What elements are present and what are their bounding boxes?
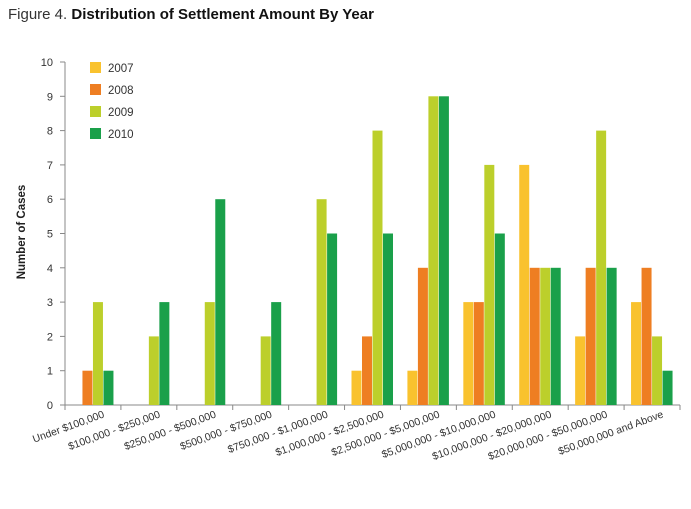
bar-2007: [575, 336, 586, 405]
bar-2009: [428, 96, 439, 406]
y-tick-label: 9: [47, 91, 53, 103]
y-axis-label: Number of Cases: [16, 185, 28, 280]
bar-2010: [327, 233, 338, 405]
bar-2008: [585, 267, 596, 405]
y-tick-label: 3: [47, 297, 53, 309]
bars-group: [82, 96, 673, 406]
x-tick-label: $50,000,000 and Above: [557, 408, 666, 457]
figure-title: Figure 4. Distribution of Settlement Amo…: [8, 6, 374, 23]
y-tick-label: 8: [47, 126, 53, 138]
bar-2009: [92, 302, 103, 405]
y-tick-label: 0: [47, 400, 53, 412]
bar-2009: [204, 302, 215, 405]
y-tick-label: 7: [47, 160, 53, 172]
bar-2010: [550, 267, 561, 405]
legend-label-2008: 2008: [108, 85, 134, 97]
legend: 2007 2008 2009 2010: [90, 62, 134, 141]
bar-2009: [540, 267, 551, 405]
figure-number: Figure 4.: [8, 6, 68, 23]
bar-2007: [519, 164, 530, 405]
bar-2007: [351, 370, 362, 405]
legend-swatch-2008: [90, 84, 101, 95]
legend-label-2007: 2007: [108, 63, 134, 75]
bar-2010: [215, 199, 226, 405]
y-tick-label: 1: [47, 366, 53, 378]
bar-2010: [103, 370, 114, 405]
y-tick-label: 6: [47, 194, 53, 206]
bar-2009: [596, 130, 607, 405]
bar-2010: [494, 233, 505, 405]
bar-2008: [529, 267, 540, 405]
bar-2008: [417, 267, 428, 405]
y-tick-label: 4: [47, 263, 53, 275]
legend-label-2009: 2009: [108, 107, 134, 119]
bar-2010: [271, 302, 282, 405]
bar-2009: [484, 164, 495, 405]
bar-2008: [473, 302, 484, 405]
bar-2010: [438, 96, 449, 406]
bar-2007: [407, 370, 418, 405]
bar-2010: [159, 302, 170, 405]
bar-2007: [631, 302, 642, 405]
bar-2007: [463, 302, 474, 405]
y-tick-label: 5: [47, 229, 53, 241]
bar-2008: [641, 267, 652, 405]
bar-2010: [606, 267, 617, 405]
bar-2008: [82, 370, 93, 405]
y-tick-label: 10: [41, 57, 53, 69]
y-tick-label: 2: [47, 331, 53, 343]
bar-2009: [652, 336, 663, 405]
chart-title: Distribution of Settlement Amount By Yea…: [71, 6, 374, 23]
bar-2009: [316, 199, 327, 405]
legend-swatch-2007: [90, 62, 101, 73]
legend-label-2010: 2010: [108, 129, 134, 141]
bar-2010: [383, 233, 393, 405]
bar-2009: [260, 336, 271, 405]
bar-2008: [362, 336, 372, 405]
bar-2009: [372, 130, 383, 405]
legend-swatch-2010: [90, 128, 101, 139]
bar-2009: [148, 336, 159, 405]
legend-swatch-2009: [90, 106, 101, 117]
bar-2010: [662, 370, 673, 405]
